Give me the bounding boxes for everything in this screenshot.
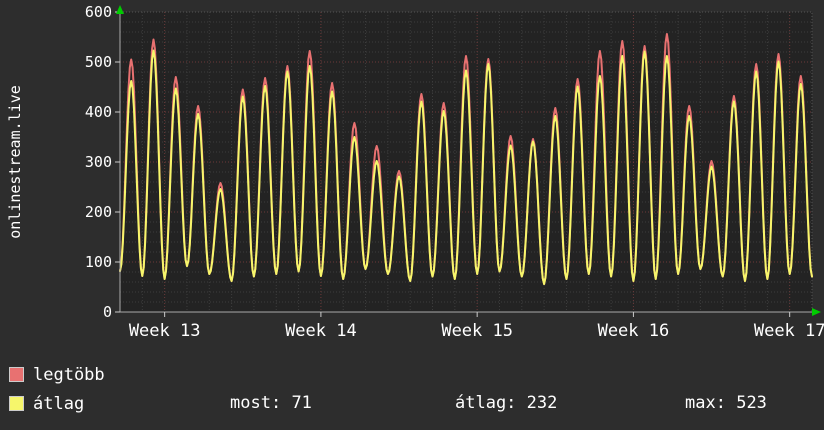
legend-row-legtobb: legtöbb [0,360,824,389]
stat-max-value: 523 [736,393,767,413]
x-tick-label: Week 15 [441,321,513,341]
y-tick-label: 500 [85,53,112,71]
x-tick-label: Week 14 [285,321,357,341]
stat-max-label: max: [685,393,726,413]
y-tick-label: 100 [85,253,112,271]
x-tick-label: Week 13 [129,321,201,341]
y-tick-label: 600 [85,3,112,21]
legend-swatch-legtobb [9,367,24,382]
legend-label-legtobb: legtöbb [33,364,105,385]
legend-label-atlag: átlag [33,393,85,414]
y-axis-arrow-icon [116,5,124,14]
stat-most: most: 71 [230,389,312,418]
legend-row-atlag: átlag most: 71 átlag: 232 max: 523 [0,389,824,418]
stat-most-value: 71 [291,393,312,413]
legend-swatch-atlag [9,396,24,411]
x-tick-label: Week 16 [598,321,670,341]
stat-atlag-label: átlag: [455,393,517,413]
y-tick-label: 300 [85,153,112,171]
y-tick-label: 0 [103,303,112,321]
legend: legtöbb átlag most: 71 átlag: 232 max: 5… [0,360,824,418]
series-line-atlag [119,49,813,285]
stat-most-label: most: [230,393,282,413]
y-tick-label: 400 [85,103,112,121]
stat-atlag-value: 232 [526,393,558,413]
chart-plot: 0 100 200 300 400 500 600 Week 13 Week 14 Week 15… [85,3,824,341]
x-axis-arrow-icon [812,308,821,316]
y-tick-label: 200 [85,203,112,221]
x-tick-label: Week 17 [754,321,824,341]
stat-atlag: átlag: 232 [455,389,557,418]
stat-max: max: 523 [685,389,767,418]
